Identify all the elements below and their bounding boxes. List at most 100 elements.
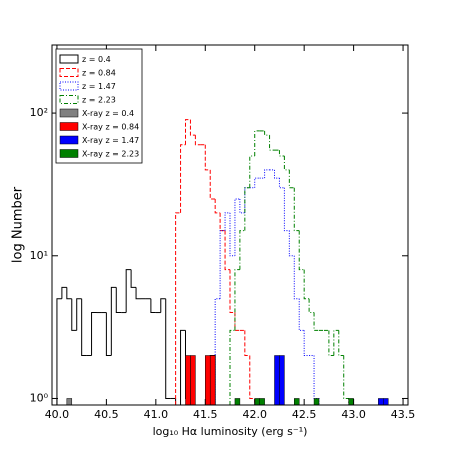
histogram-bar: [294, 398, 300, 406]
histogram-step: [308, 298, 315, 314]
histogram-step: [185, 119, 191, 145]
histogram-step: [110, 286, 117, 356]
histogram-bar: [190, 355, 196, 406]
histogram-bar: [383, 398, 389, 406]
legend-swatch: [59, 68, 79, 77]
legend-swatch: [59, 81, 79, 91]
histogram-step: [204, 144, 211, 171]
y-tick-label: 10⁰: [30, 391, 49, 404]
histogram-step: [283, 156, 290, 171]
histogram-step: [249, 155, 255, 188]
histogram-step: [61, 286, 67, 299]
histogram-step: [244, 187, 250, 231]
histogram-step: [328, 330, 334, 357]
x-tick-label: 42.0: [242, 408, 267, 421]
x-tick-label: 41.0: [144, 408, 169, 421]
histogram-step: [175, 398, 181, 406]
legend-swatch: [59, 149, 79, 158]
histogram-step: [130, 269, 137, 288]
histogram-step: [293, 255, 300, 300]
histogram-bar: [279, 355, 285, 406]
histogram-step: [298, 298, 305, 331]
histogram-step: [278, 178, 285, 189]
histogram-step: [254, 177, 260, 188]
y-tick-label: 10²: [30, 106, 48, 119]
x-tick-label: 43.0: [341, 408, 366, 421]
histogram-step: [56, 298, 62, 405]
histogram-bar: [185, 355, 191, 406]
legend-swatch: [59, 95, 79, 104]
histogram-step: [219, 212, 226, 232]
histogram-bar: [259, 398, 265, 406]
histogram-step: [229, 269, 235, 314]
histogram-step: [333, 329, 339, 356]
histogram-step: [234, 198, 240, 256]
histogram-step: [91, 312, 97, 356]
histogram-bar: [254, 398, 260, 406]
histogram-step: [313, 355, 320, 405]
histogram-step: [283, 187, 290, 232]
histogram-step: [180, 329, 186, 405]
histogram-step: [269, 135, 275, 151]
legend: z = 0.4 z = 0.84 z = 1.47 z = 2.23 X-ray z =…: [55, 48, 143, 164]
x-tick-label: 41.5: [193, 408, 218, 421]
y-tick-label: 10¹: [30, 249, 48, 262]
histogram-step: [160, 298, 166, 313]
histogram-step: [214, 198, 221, 214]
histogram-bar: [205, 355, 211, 406]
histogram-step: [209, 169, 216, 200]
histogram-bar: [313, 398, 320, 406]
histogram-step: [150, 298, 156, 314]
histogram-step: [288, 169, 295, 189]
x-tick-label: 40.5: [94, 408, 119, 421]
histogram-step: [293, 187, 300, 232]
histogram-step: [81, 298, 87, 357]
legend-label: z = 0.4: [82, 55, 111, 64]
plot-frame: [51, 44, 409, 406]
histogram-step: [71, 298, 77, 331]
legend-label: X-ray z = 1.47: [82, 136, 139, 145]
plot-area: [56, 119, 389, 406]
histogram-step: [274, 169, 280, 179]
histogram-step: [214, 298, 221, 405]
histogram-step: [194, 135, 201, 146]
histogram-step: [264, 130, 270, 136]
histogram-bar: [348, 398, 354, 406]
histogram-step: [303, 269, 310, 300]
legend-label: z = 1.47: [82, 82, 116, 91]
legend-frame: [55, 48, 143, 164]
legend-label: X-ray z = 0.4: [82, 109, 134, 118]
histogram-step: [343, 355, 350, 405]
histogram-bar: [378, 398, 384, 406]
histogram-step: [125, 269, 132, 313]
histogram-step: [254, 130, 260, 157]
legend-swatch: [59, 54, 79, 64]
histogram-step: [313, 312, 319, 331]
histogram-step: [135, 287, 141, 300]
histogram-step: [298, 230, 305, 271]
histogram-step: [180, 144, 186, 213]
histogram-step: [76, 298, 82, 331]
histogram-step: [115, 287, 122, 314]
histogram-step: [219, 230, 226, 299]
x-tick-label: 42.5: [292, 408, 317, 421]
legend-label: z = 2.23: [82, 96, 116, 105]
histogram-bar: [274, 355, 280, 406]
histogram-bar: [66, 398, 73, 406]
histogram-step: [264, 169, 270, 179]
histogram-bar: [234, 398, 241, 406]
histogram-step: [278, 150, 285, 157]
histogram-step: [239, 198, 245, 214]
histogram-step: [244, 187, 250, 213]
histogram-step: [189, 119, 196, 136]
histogram-step: [224, 212, 230, 231]
legend-swatch: [59, 108, 79, 118]
histogram-step: [105, 312, 112, 357]
legend-swatch: [59, 135, 79, 145]
histogram-step: [234, 269, 240, 331]
legend-label: X-ray z = 0.84: [82, 123, 139, 132]
histogram-step: [303, 330, 310, 357]
x-tick-label: 43.5: [391, 408, 416, 421]
histogram-step: [224, 230, 230, 271]
